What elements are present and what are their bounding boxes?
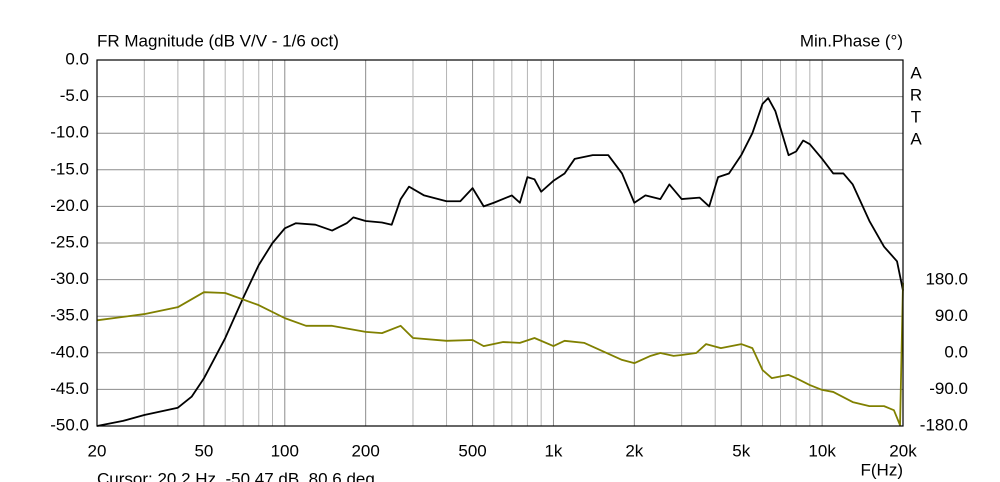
y2-tick-label: 180.0 — [925, 269, 968, 288]
y-tick-label: -40.0 — [50, 342, 89, 361]
brand-letter: A — [910, 129, 922, 148]
y-tick-label: -30.0 — [50, 269, 89, 288]
y2-tick-label: -180.0 — [920, 415, 968, 434]
x-axis-label: F(Hz) — [861, 460, 903, 479]
y-tick-label: -25.0 — [50, 232, 89, 251]
x-tick-label: 200 — [351, 441, 379, 460]
x-tick-label: 2k — [625, 441, 643, 460]
x-tick-label: 5k — [732, 441, 750, 460]
y2-tick-label: -90.0 — [929, 379, 968, 398]
brand-letter: T — [911, 107, 921, 126]
x-tick-label: 20k — [889, 441, 917, 460]
plot-lines — [96, 97, 904, 427]
series-line — [96, 97, 904, 427]
y-tick-label: -35.0 — [50, 306, 89, 325]
brand-letter: R — [910, 85, 922, 104]
x-tick-label: 50 — [194, 441, 213, 460]
y2-tick-label: 90.0 — [935, 306, 968, 325]
brand-letter: A — [910, 63, 922, 82]
plot-frame — [96, 59, 904, 427]
y-tick-label: 0.0 — [65, 49, 89, 68]
y-tick-label: -50.0 — [50, 415, 89, 434]
series-line — [96, 282, 904, 427]
x-tick-label: 20 — [88, 441, 107, 460]
y2-title: Min.Phase (°) — [800, 31, 903, 50]
y-tick-label: -5.0 — [60, 86, 89, 105]
y-tick-label: -15.0 — [50, 159, 89, 178]
y2-tick-label: 0.0 — [944, 342, 968, 361]
x-tick-label: 10k — [808, 441, 836, 460]
cursor-readout: Cursor: 20.2 Hz, -50.47 dB, 80.6 deg — [97, 469, 375, 482]
y-tick-label: -45.0 — [50, 379, 89, 398]
x-tick-label: 1k — [544, 441, 562, 460]
x-tick-label: 100 — [271, 441, 299, 460]
chart-title: FR Magnitude (dB V/V - 1/6 oct) — [97, 31, 339, 50]
x-tick-label: 500 — [458, 441, 486, 460]
y-tick-label: -20.0 — [50, 196, 89, 215]
y-tick-label: -10.0 — [50, 123, 89, 142]
